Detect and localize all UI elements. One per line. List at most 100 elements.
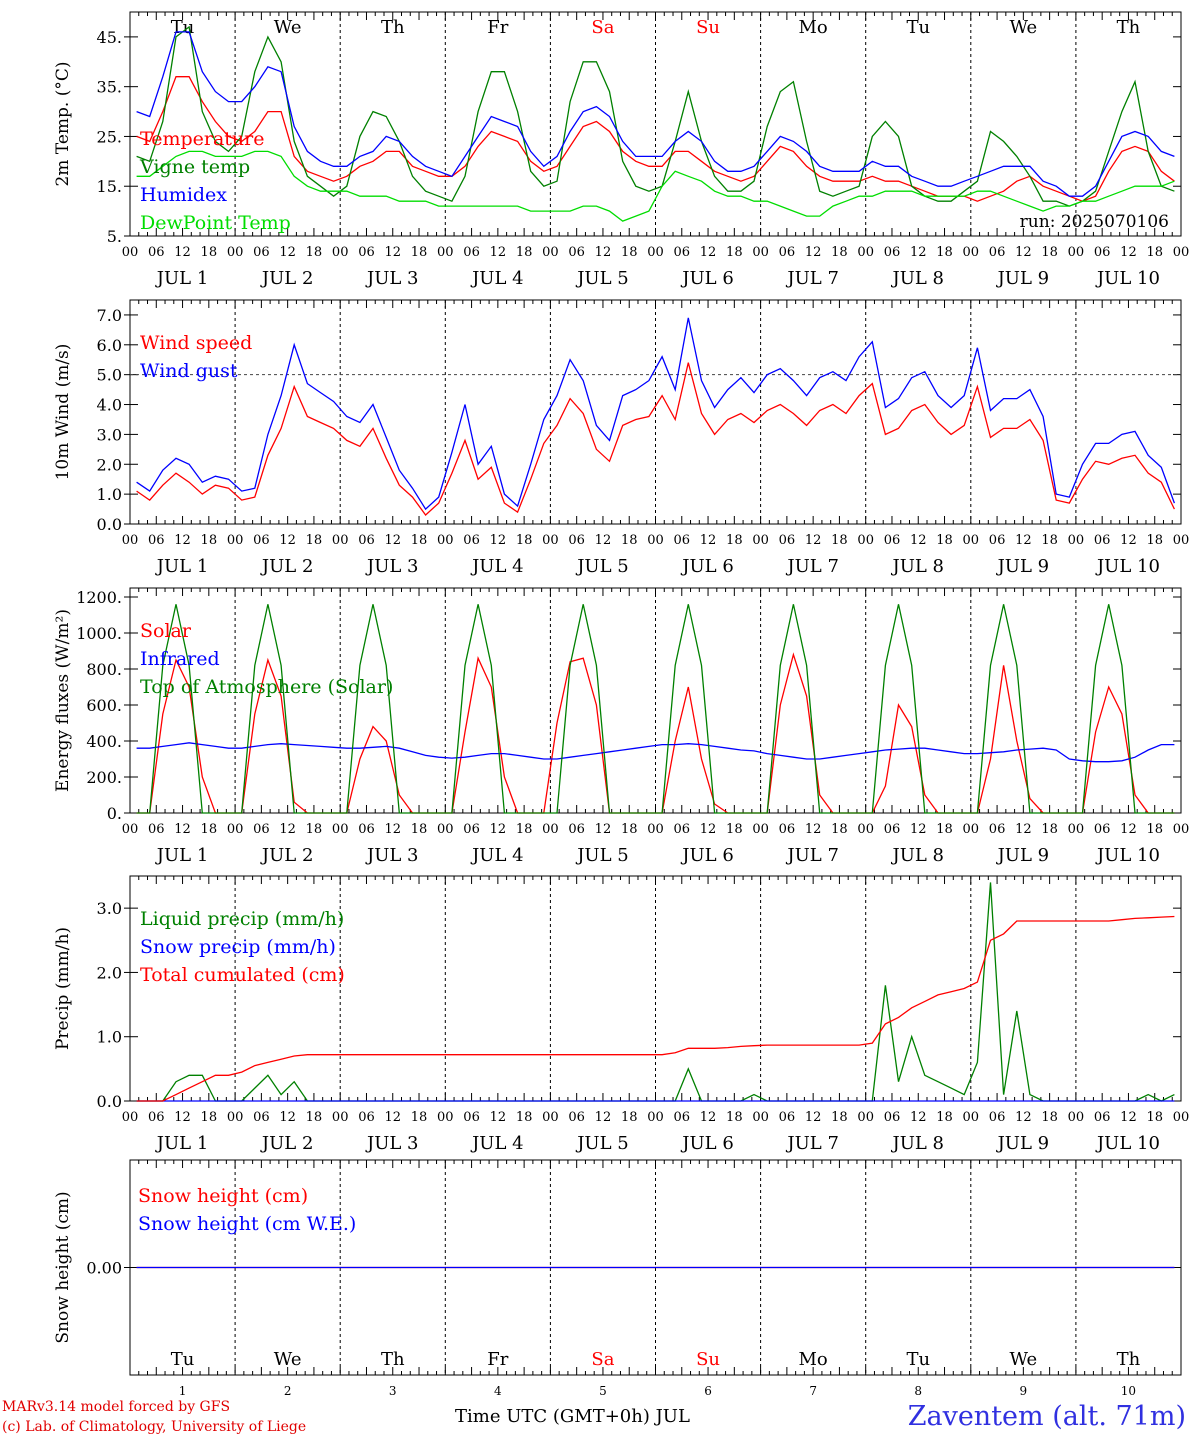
hour-label: 18 [1041,245,1058,260]
hour-label: 00 [1173,822,1190,837]
hour-label: 00 [752,533,769,548]
hour-label: 00 [227,245,244,260]
date-label: JUL 7 [785,845,839,866]
run-annotation: run: 2025070106 [1020,212,1169,232]
hour-label: 00 [227,1110,244,1125]
date-label: JUL 2 [260,268,314,289]
day-number: 7 [809,1384,817,1398]
date-label: JUL 1 [155,845,209,866]
hour-label: 06 [568,245,585,260]
y-tick-label: 0.0 [97,515,122,534]
date-label: JUL 4 [470,845,524,866]
legend-entry: Snow height (cm) [138,1185,308,1207]
hour-label: 06 [253,1110,270,1125]
hour-label: 00 [122,822,139,837]
hour-label: 18 [411,245,428,260]
hour-label: 06 [989,533,1006,548]
model-credit: MARv3.14 model forced by GFS [2,1399,231,1415]
hour-label: 18 [621,1110,638,1125]
hour-label: 18 [306,1110,323,1125]
hour-label: 06 [253,533,270,548]
hour-label: 00 [647,245,664,260]
series-line [136,25,1175,207]
hour-label: 00 [437,245,454,260]
hour-label: 00 [332,245,349,260]
y-tick-label: 15. [97,177,122,196]
hour-label: 12 [174,245,191,260]
legend-entry: Infrared [140,648,220,670]
hour-label: 06 [148,533,165,548]
date-label: JUL 1 [155,556,209,577]
hour-label: 00 [332,533,349,548]
y-tick-label: 1000. [76,624,122,643]
legend-entry: Liquid precip (mm/h) [140,908,344,930]
hour-label: 06 [779,822,796,837]
hour-label: 18 [1041,1110,1058,1125]
hour-label: 06 [358,822,375,837]
hour-label: 06 [253,245,270,260]
y-tick-label: 7.0 [97,306,122,325]
legend-entry: Wind gust [140,360,238,382]
hour-label: 18 [936,533,953,548]
hour-label: 18 [936,1110,953,1125]
day-name: We [274,1349,302,1370]
hour-label: 00 [542,1110,559,1125]
hour-label: 12 [595,245,612,260]
hour-label: 00 [122,245,139,260]
legend-entry: Humidex [140,184,227,206]
hour-label: 12 [700,1110,717,1125]
series-line [136,742,1175,763]
day-name: Th [1117,17,1141,38]
hour-label: 18 [831,1110,848,1125]
day-name: We [1010,1349,1038,1370]
hour-label: 18 [201,822,218,837]
day-name: Tu [906,1349,930,1370]
hour-label: 06 [989,822,1006,837]
hour-label: 06 [779,1110,796,1125]
hour-label: 00 [1173,245,1190,260]
hour-label: 00 [332,822,349,837]
legend-entry: Snow height (cm W.E.) [138,1213,356,1235]
y-tick-label: 600. [86,696,122,715]
hour-label: 00 [437,1110,454,1125]
day-name: Su [696,17,720,38]
hour-label: 18 [411,1110,428,1125]
hour-label: 00 [1173,1110,1190,1125]
day-name: Fr [487,17,508,38]
day-number: 2 [284,1384,292,1398]
date-label: JUL 5 [575,556,629,577]
hour-label: 12 [1015,533,1032,548]
hour-label: 12 [595,1110,612,1125]
hour-label: 06 [1094,245,1111,260]
hour-label: 06 [148,822,165,837]
y-tick-label: 25. [97,127,122,146]
hour-label: 00 [857,822,874,837]
hour-label: 12 [1120,822,1137,837]
date-label: JUL 3 [365,845,419,866]
day-name: We [1010,17,1038,38]
hour-label: 12 [1015,245,1032,260]
hour-label: 00 [542,245,559,260]
y-tick-label: 1200. [76,588,122,607]
hour-label: 12 [279,533,296,548]
y-tick-label: 0. [107,804,122,823]
date-label: JUL 4 [470,556,524,577]
hour-label: 00 [332,1110,349,1125]
date-label: JUL 2 [260,1133,314,1154]
hour-label: 18 [411,822,428,837]
legend-entry: Total cumulated (cm) [140,964,345,986]
hour-label: 12 [279,822,296,837]
day-name: We [274,17,302,38]
hour-label: 12 [384,245,401,260]
day-name: Mo [799,1349,828,1370]
hour-label: 06 [253,822,270,837]
hour-label: 00 [647,533,664,548]
date-label: JUL 10 [1095,556,1160,577]
y-tick-label: 4.0 [97,396,122,415]
day-number: 6 [704,1384,712,1398]
hour-label: 00 [857,1110,874,1125]
hour-label: 18 [726,1110,743,1125]
hour-label: 12 [805,245,822,260]
y-axis-label: Precip (mm/h) [53,927,73,1050]
